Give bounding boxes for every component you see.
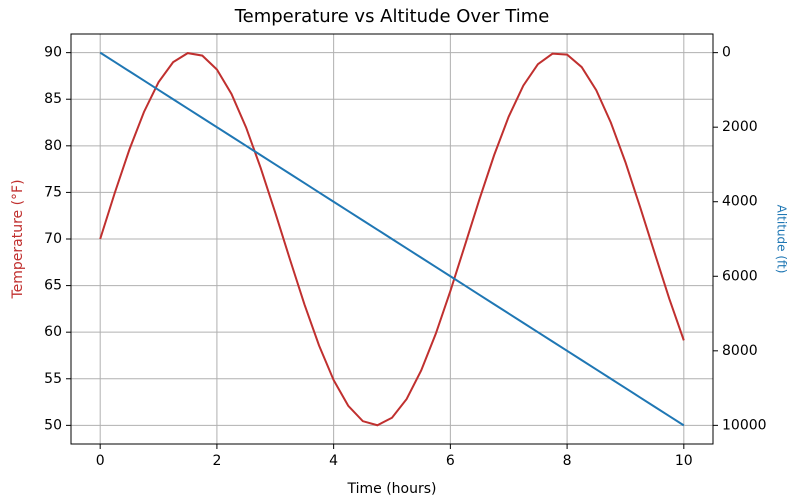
y-tick-label: 55: [44, 371, 62, 387]
y-tick-label: 60: [44, 324, 62, 340]
y-tick-label: 70: [44, 231, 62, 247]
y-tick-label: 90: [44, 45, 62, 61]
x-axis-label: Time (hours): [347, 481, 437, 497]
chart-title: Temperature vs Altitude Over Time: [234, 6, 550, 27]
y2-tick-label: 2000: [722, 119, 758, 135]
y-axis-label: Temperature (°F): [10, 179, 26, 299]
data-line: [99, 52, 685, 427]
y2-tick-label: 0: [722, 45, 731, 61]
y2-tick-label: 4000: [722, 194, 758, 210]
x-tick-label: 2: [212, 453, 221, 469]
y-tick-label: 65: [44, 278, 62, 294]
x-tick-label: 4: [329, 453, 338, 469]
y2-tick-label: 6000: [722, 268, 758, 284]
data-line: [99, 51, 685, 427]
plot-frame: [70, 33, 714, 445]
y-tick-label: 50: [44, 417, 62, 433]
y-tick-label: 80: [44, 138, 62, 154]
y-tick-label: 85: [44, 91, 62, 107]
y2-tick-label: 8000: [722, 343, 758, 359]
x-tick-label: 8: [563, 453, 572, 469]
x-tick-label: 0: [96, 453, 105, 469]
x-tick-label: 10: [675, 453, 693, 469]
y2-axis-label: Altitude (ft): [775, 205, 788, 274]
y2-tick-label: 10000: [722, 417, 767, 433]
y-tick-label: 75: [44, 184, 62, 200]
x-tick-label: 6: [446, 453, 455, 469]
